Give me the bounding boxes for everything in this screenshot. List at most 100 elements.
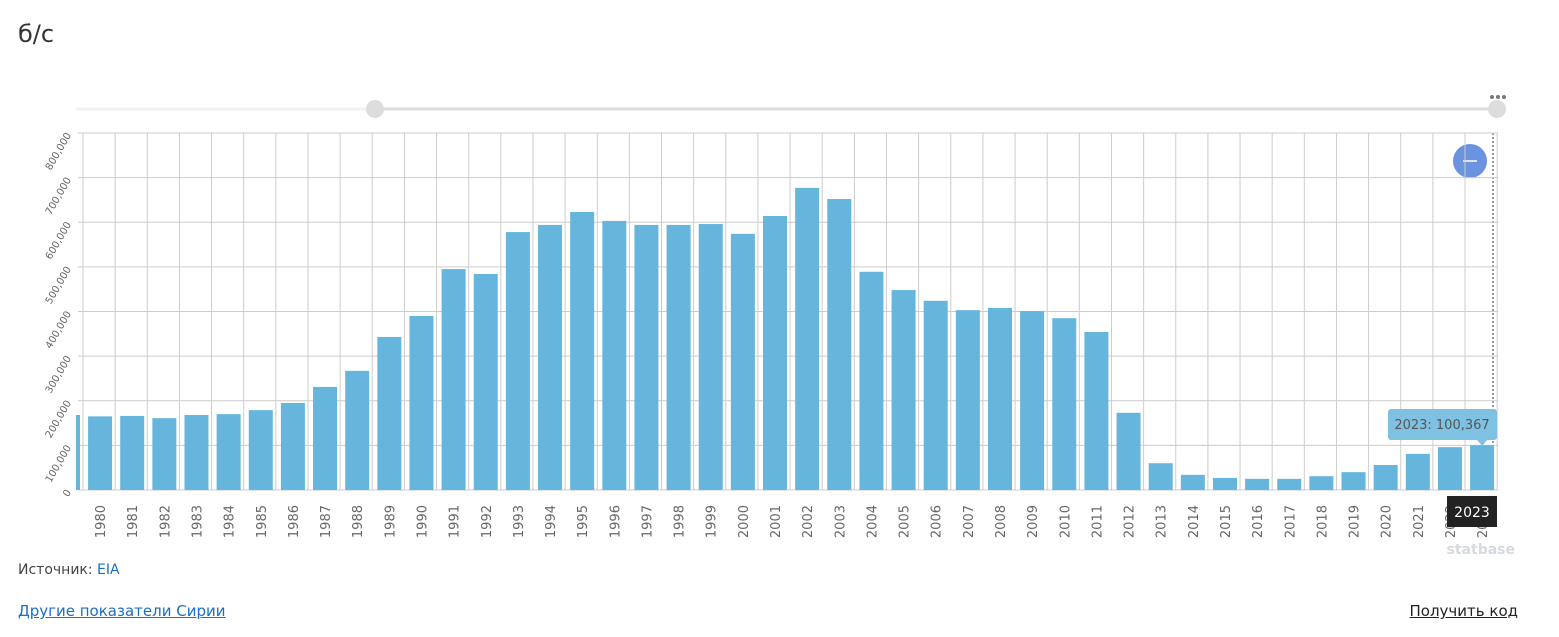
bar — [891, 290, 916, 490]
bar — [280, 402, 305, 490]
watermark: statbase — [1447, 542, 1515, 558]
bar — [827, 199, 852, 491]
bar — [88, 416, 113, 490]
x-tick-label: 2012 — [1123, 505, 1138, 538]
bar — [730, 233, 755, 491]
bar — [1245, 478, 1270, 490]
bar — [859, 271, 884, 490]
y-tick-label: 600,000 — [44, 220, 74, 261]
bar — [634, 224, 659, 491]
bar — [1405, 453, 1430, 490]
x-tick-label: 1992 — [480, 505, 495, 538]
x-tick-label: 2003 — [833, 505, 848, 538]
x-tick-label: 2020 — [1380, 505, 1395, 538]
other-link[interactable]: Другие показатели Сирии — [18, 602, 226, 620]
x-tick-label: 1980 — [94, 505, 109, 538]
tooltip-pointer — [1477, 440, 1488, 446]
x-tick-label: 1998 — [673, 505, 688, 538]
x-tick-label: 2017 — [1283, 505, 1298, 538]
bar — [987, 307, 1012, 490]
x-highlight-label: 2023 — [1454, 505, 1490, 521]
x-tick-label: 1996 — [608, 505, 623, 538]
slider-handle[interactable] — [1488, 100, 1506, 118]
bar — [345, 370, 370, 490]
x-tick-label: 2004 — [865, 505, 880, 538]
x-tick-label: 2005 — [898, 505, 913, 538]
bar — [184, 415, 209, 490]
x-tick-label: 1984 — [223, 505, 238, 538]
x-tick-label: 1988 — [351, 505, 366, 538]
x-tick-label: 2014 — [1187, 505, 1202, 538]
x-tick-label: 1994 — [544, 505, 559, 538]
bar — [923, 300, 948, 490]
x-tick-label: 1983 — [190, 505, 205, 538]
page-title: б/с — [18, 20, 55, 48]
x-tick-label: 2011 — [1090, 505, 1105, 538]
bar — [666, 224, 691, 491]
x-tick-label: 1991 — [448, 505, 463, 538]
y-tick-label: 800,000 — [44, 131, 74, 172]
bar — [1180, 474, 1205, 490]
x-tick-label: 2001 — [769, 505, 784, 538]
x-tick-label: 1989 — [383, 505, 398, 538]
bar — [248, 410, 273, 490]
x-tick-label: 1997 — [640, 505, 655, 538]
bar — [1116, 412, 1141, 490]
bar — [377, 336, 402, 490]
code-link[interactable]: Получить код — [1409, 602, 1519, 620]
x-tick-label: 2006 — [930, 505, 945, 538]
bar — [409, 315, 434, 490]
tooltip-text: 2023: 100,367 — [1394, 418, 1489, 433]
source-label: Источник: — [18, 562, 93, 578]
x-tick-label: 2008 — [994, 505, 1009, 538]
source: Источник: EIA — [18, 562, 120, 578]
bar — [763, 216, 788, 490]
menu-dots[interactable] — [1490, 95, 1506, 99]
bar — [441, 269, 466, 490]
x-tick-label: 1985 — [255, 505, 270, 538]
y-tick-label: 700,000 — [44, 176, 74, 217]
x-tick-label: 1986 — [287, 505, 302, 538]
bar — [1277, 478, 1302, 490]
x-tick-label: 1982 — [158, 505, 173, 538]
bar — [538, 224, 563, 491]
x-tick-label: 2002 — [801, 505, 816, 538]
x-highlight-box — [1447, 496, 1497, 527]
y-tick-label: 400,000 — [44, 310, 74, 351]
source-link[interactable]: EIA — [97, 562, 120, 578]
x-tick-label: 2010 — [1058, 505, 1073, 538]
x-tick-label: 2013 — [1155, 505, 1170, 538]
y-tick-label: 0 — [61, 488, 74, 499]
bar — [152, 418, 177, 490]
bar — [1373, 465, 1398, 490]
x-tick-label: 2007 — [962, 505, 977, 538]
bar — [1470, 445, 1495, 490]
x-tick-label: 2015 — [1219, 505, 1234, 538]
bar — [1212, 477, 1237, 490]
x-tick-label: 1999 — [705, 505, 720, 538]
slider-handle[interactable] — [366, 100, 384, 118]
bar — [955, 310, 980, 490]
bar — [313, 386, 338, 490]
bar — [1309, 476, 1334, 490]
x-tick-label: 2019 — [1348, 505, 1363, 538]
x-tick-label: 1993 — [512, 505, 527, 538]
bar — [1084, 332, 1109, 490]
y-tick-label: 300,000 — [44, 354, 74, 395]
x-tick-label: 1981 — [126, 505, 141, 538]
y-tick-label: 100,000 — [44, 443, 74, 484]
bar — [570, 211, 595, 490]
bar — [1148, 463, 1173, 490]
x-tick-label: 2000 — [737, 505, 752, 538]
bar — [216, 414, 241, 490]
y-tick-label: 200,000 — [44, 399, 74, 440]
bar — [1052, 318, 1077, 490]
x-tick-label: 2016 — [1251, 505, 1266, 538]
bar — [602, 220, 627, 490]
bar — [120, 415, 145, 490]
bar — [505, 232, 530, 490]
bar — [795, 187, 820, 491]
x-tick-label: 2009 — [1026, 505, 1041, 538]
